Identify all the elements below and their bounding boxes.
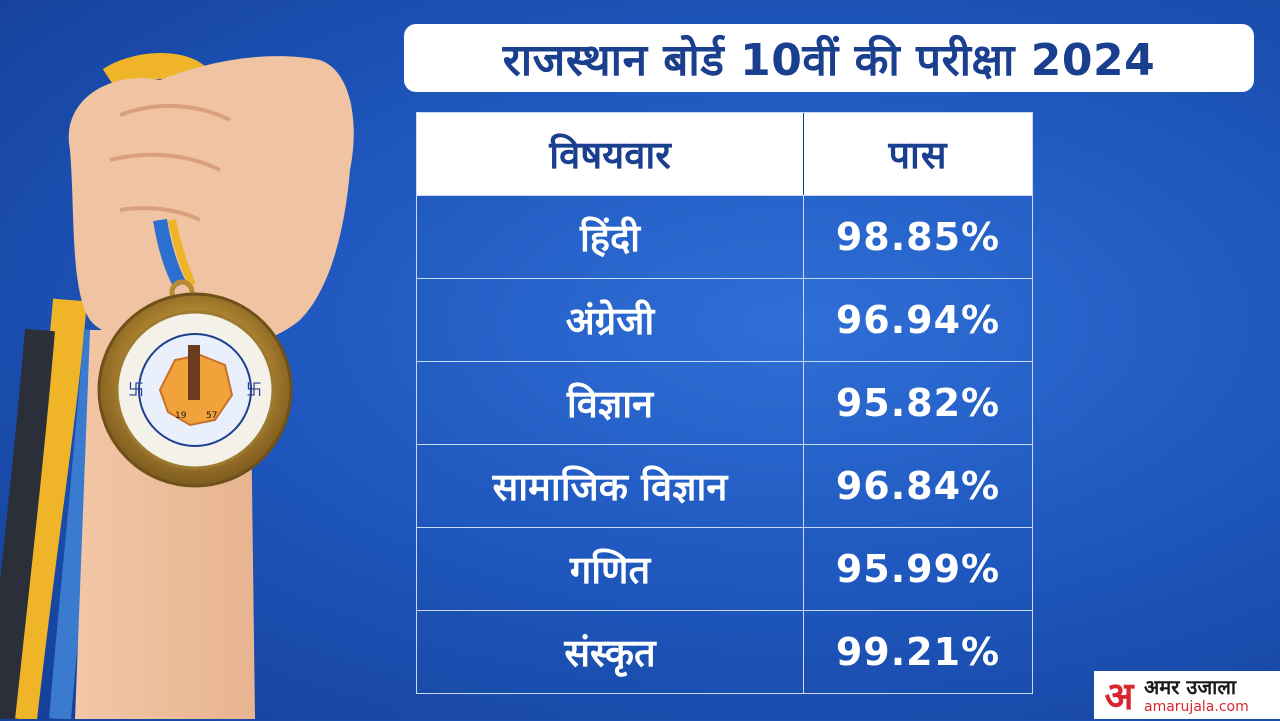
results-table: विषयवार पास हिंदी 98.85% अंग्रेजी 96.94%… xyxy=(416,112,1033,694)
pass-cell: 95.99% xyxy=(835,547,1001,591)
table-row: विज्ञान 95.82% xyxy=(417,362,1032,445)
page-title: राजस्थान बोर्ड 10वीं की परीक्षा 2024 xyxy=(502,35,1156,86)
swastika-icon-left: 卐 xyxy=(128,380,144,399)
title-banner: राजस्थान बोर्ड 10वीं की परीक्षा 2024 xyxy=(404,24,1254,92)
table-header-row: विषयवार पास xyxy=(417,113,1032,196)
subject-cell: हिंदी xyxy=(417,196,804,278)
pass-cell: 99.21% xyxy=(835,630,1001,674)
subject-cell: अंग्रेजी xyxy=(417,279,804,361)
ribbon-dark xyxy=(0,328,55,719)
logo-name: अमर उजाला xyxy=(1144,674,1237,699)
table-row: अंग्रेजी 96.94% xyxy=(417,279,1032,362)
header-pass: पास xyxy=(888,133,948,177)
tower-icon xyxy=(188,345,200,400)
table-row: सामाजिक विज्ञान 96.84% xyxy=(417,445,1032,528)
subject-cell: सामाजिक विज्ञान xyxy=(417,445,804,527)
pass-cell: 96.84% xyxy=(835,464,1001,508)
subject-cell: संस्कृत xyxy=(417,611,804,693)
pass-cell: 96.94% xyxy=(835,298,1001,342)
fist xyxy=(68,56,354,347)
header-subject: विषयवार xyxy=(417,113,804,195)
amar-ujala-logo: अ अमर उजाला amarujala.com xyxy=(1094,671,1280,719)
table-row: गणित 95.99% xyxy=(417,528,1032,611)
swastika-icon-right: 卐 xyxy=(246,380,262,399)
hand-with-medal-illustration: 19 57 卐 卐 xyxy=(0,53,354,719)
pass-cell: 98.85% xyxy=(835,215,1001,259)
logo-url: amarujala.com xyxy=(1144,698,1249,715)
pass-cell: 95.82% xyxy=(835,381,1001,425)
subject-cell: गणित xyxy=(417,528,804,610)
logo-mark-icon: अ xyxy=(1104,673,1134,718)
medal-year-right: 57 xyxy=(206,411,217,421)
table-row: संस्कृत 99.21% xyxy=(417,611,1032,693)
medal-year-left: 19 xyxy=(175,411,187,421)
table-row: हिंदी 98.85% xyxy=(417,196,1032,279)
subject-cell: विज्ञान xyxy=(417,362,804,444)
medal: 19 57 卐 卐 xyxy=(97,292,293,488)
